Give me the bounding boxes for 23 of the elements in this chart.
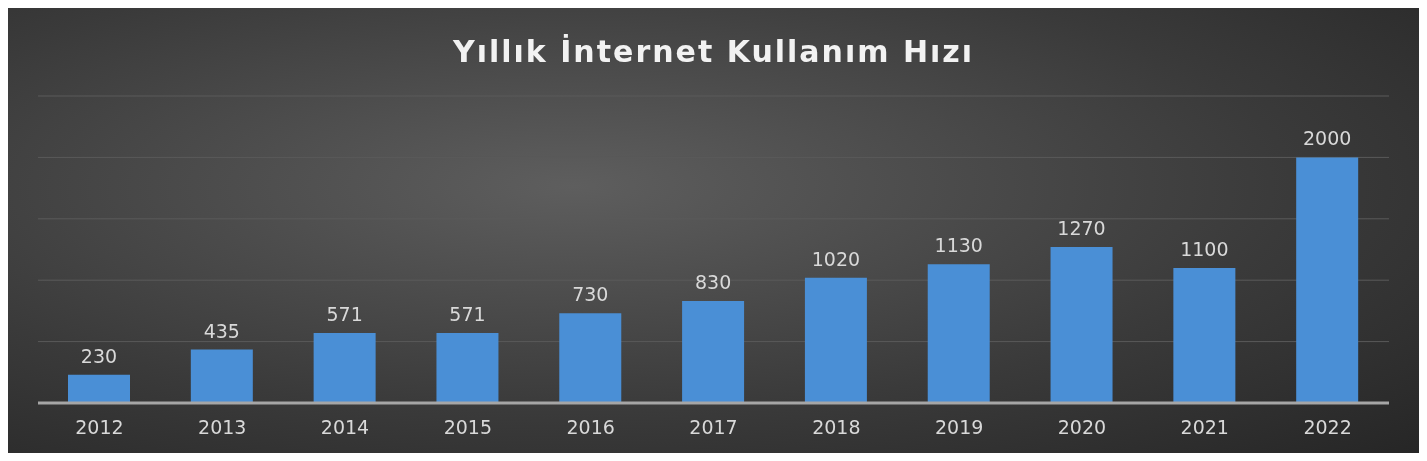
data-label: 571: [449, 302, 486, 325]
x-tick-label: 2021: [1180, 416, 1229, 439]
chart-title: Yıllık İnternet Kullanım Hızı: [451, 34, 976, 69]
x-tick-label: 2015: [443, 416, 493, 439]
x-tick-label: 2018: [812, 416, 861, 439]
x-tick-label: 2013: [198, 416, 247, 439]
data-label: 435: [203, 319, 240, 342]
data-label: 1100: [1180, 237, 1229, 260]
x-tick-label: 2022: [1303, 416, 1352, 439]
x-tick-label: 2016: [566, 416, 615, 439]
data-label: 2000: [1303, 127, 1352, 150]
x-tick-label: 2020: [1057, 416, 1107, 439]
data-label: 1020: [811, 247, 861, 270]
data-label: 830: [694, 271, 732, 294]
data-label: 230: [80, 344, 118, 367]
x-tick-label: 2012: [75, 416, 124, 439]
data-label: 1130: [934, 234, 983, 257]
data-label: 1270: [1057, 217, 1106, 240]
data-label: 571: [326, 302, 363, 325]
x-tick-label: 2019: [934, 416, 984, 439]
data-label: 730: [572, 283, 609, 306]
x-tick-label: 2014: [320, 416, 370, 439]
x-tick-label: 2017: [689, 416, 738, 439]
